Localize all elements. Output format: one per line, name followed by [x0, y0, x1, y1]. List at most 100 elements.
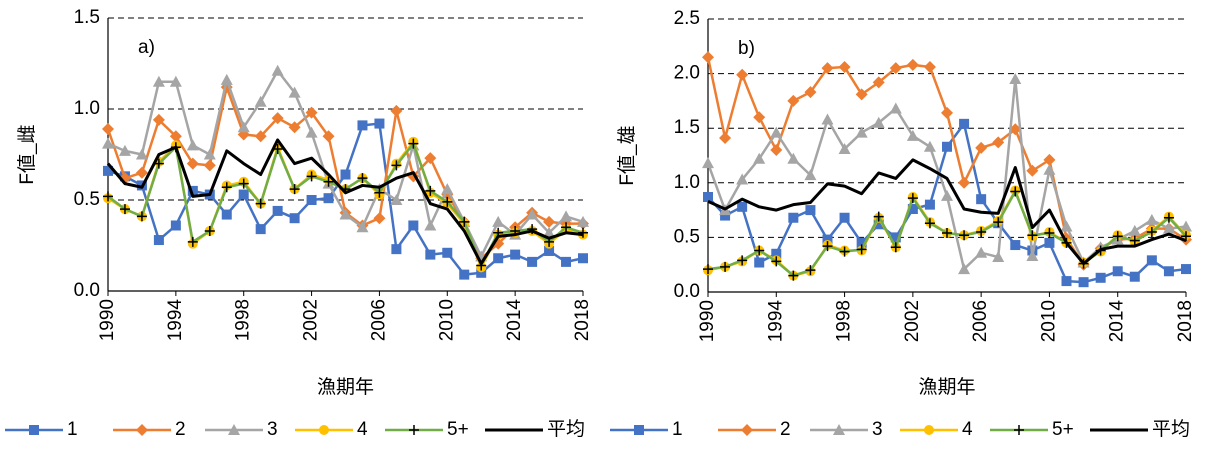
marker: [186, 139, 199, 151]
marker: [255, 198, 266, 209]
x-tick-label: 1990: [97, 299, 118, 341]
marker: [1060, 220, 1073, 232]
marker: [424, 152, 437, 165]
marker: [976, 226, 987, 237]
legend-marker: [409, 425, 419, 435]
marker: [390, 194, 403, 205]
marker: [872, 116, 885, 128]
marker: [102, 137, 114, 149]
marker: [169, 130, 182, 143]
marker: [187, 236, 198, 247]
marker: [221, 182, 232, 193]
marker: [942, 141, 952, 152]
marker: [391, 244, 402, 255]
marker: [1146, 255, 1157, 266]
legend-marker: [228, 424, 240, 435]
legend-marker: [1014, 425, 1024, 435]
marker: [737, 255, 748, 266]
x-axis-label: 漁期年: [918, 376, 975, 398]
marker: [992, 251, 1005, 263]
marker: [118, 144, 131, 156]
marker: [424, 219, 437, 231]
legend-label: 4: [357, 419, 368, 440]
legend-marker: [136, 424, 148, 436]
marker: [561, 222, 572, 233]
marker: [787, 152, 800, 164]
marker: [374, 118, 385, 129]
y-tick-label: 2.5: [674, 8, 700, 29]
marker: [770, 126, 783, 138]
panel-label: a): [138, 37, 155, 58]
x-axis-label: 漁期年: [317, 376, 374, 398]
marker: [374, 187, 385, 198]
marker: [136, 211, 147, 222]
y-tick-label: 1.0: [674, 172, 700, 193]
marker: [958, 176, 971, 189]
marker: [805, 265, 816, 276]
marker: [923, 61, 936, 74]
x-tick-label: 2014: [504, 299, 525, 342]
marker: [906, 129, 919, 141]
marker: [1044, 228, 1055, 239]
y-axis-label: F値_雌: [16, 124, 38, 184]
marker: [271, 112, 284, 125]
marker: [357, 173, 368, 184]
marker: [703, 264, 713, 275]
x-tick-label: 2018: [1175, 300, 1196, 342]
x-tick-label: 2014: [1107, 300, 1128, 343]
marker: [1026, 249, 1039, 261]
legend-marker: [1014, 425, 1024, 435]
marker: [577, 215, 589, 227]
legend-label: 1: [67, 419, 78, 440]
marker: [1180, 220, 1192, 232]
y-tick-label: 1.0: [74, 98, 100, 119]
marker: [804, 86, 817, 99]
marker: [390, 104, 403, 117]
marker: [492, 215, 505, 227]
marker: [1128, 224, 1141, 236]
legend-marker: [29, 425, 39, 435]
series: [702, 73, 1192, 275]
marker: [408, 138, 419, 149]
series: [707, 158, 1187, 266]
series-line: [707, 158, 1187, 266]
marker: [170, 220, 181, 231]
marker: [906, 58, 919, 71]
marker: [873, 219, 884, 230]
marker: [306, 171, 317, 182]
marker: [153, 235, 164, 246]
y-tick-label: 0.0: [674, 281, 700, 302]
marker: [924, 199, 935, 210]
marker: [770, 144, 783, 157]
marker: [771, 248, 782, 259]
marker: [1112, 266, 1123, 277]
legend-marker: [924, 425, 934, 435]
marker: [959, 230, 970, 241]
marker: [736, 173, 749, 185]
marker: [975, 246, 988, 258]
marker: [272, 205, 283, 216]
marker: [323, 193, 334, 204]
x-tick-label: 2010: [436, 299, 457, 341]
marker: [923, 140, 936, 152]
legend-marker: [319, 425, 329, 435]
legend-label: 2: [780, 419, 791, 440]
legend-label: 3: [267, 419, 278, 440]
x-tick-label: 2002: [301, 299, 322, 341]
marker: [1129, 271, 1140, 282]
legend-marker: [741, 424, 753, 436]
marker: [1043, 153, 1056, 166]
legend-marker: [833, 424, 845, 435]
marker: [289, 213, 300, 224]
marker: [169, 75, 182, 87]
legend-label: 4: [962, 419, 973, 440]
y-tick-label: 0.5: [674, 226, 700, 247]
marker: [1009, 73, 1022, 85]
legend-marker: [741, 424, 753, 436]
series-line: [106, 138, 584, 266]
marker: [493, 253, 504, 264]
marker: [788, 212, 799, 223]
marker: [873, 211, 884, 222]
legend-label: 1: [672, 419, 683, 440]
